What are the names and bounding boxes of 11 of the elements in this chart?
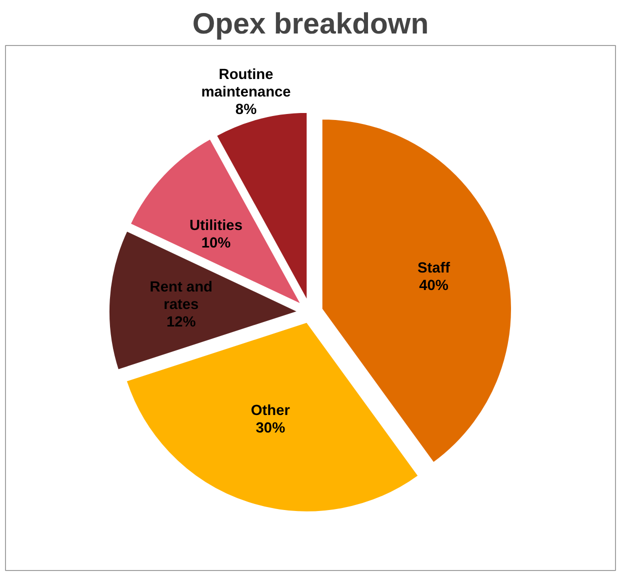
slice-label: Staff xyxy=(417,260,450,276)
slice-label: Rent and rates xyxy=(150,279,212,314)
chart-title: Opex breakdown xyxy=(192,8,429,40)
data-label: 40% xyxy=(419,278,448,294)
data-label: 12% xyxy=(166,314,196,331)
slice-label: Routine maintenance xyxy=(201,67,291,101)
data-label: 8% xyxy=(235,102,257,118)
slice-label: Other xyxy=(250,403,290,420)
slice-label: Utilities xyxy=(190,218,242,234)
data-label: 30% xyxy=(256,420,286,437)
data-label: 10% xyxy=(201,235,231,252)
